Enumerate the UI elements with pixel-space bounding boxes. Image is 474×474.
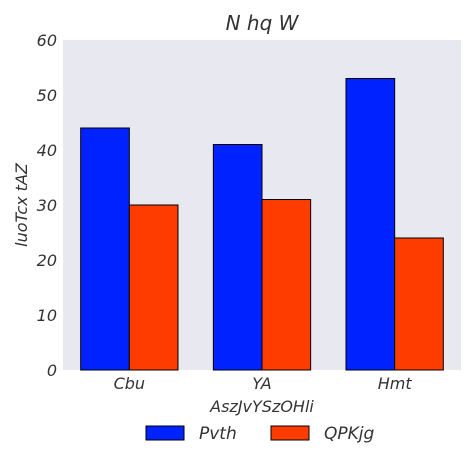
x-tick-label: Hmt (378, 374, 413, 393)
y-tick-label: 0 (47, 361, 57, 380)
x-tick-label: YA (252, 374, 271, 393)
y-tick-label: 10 (37, 306, 57, 325)
y-axis-label: luoTcx tAZ (12, 162, 31, 247)
bar-qpkjg-ya (261, 199, 312, 371)
y-axis-ticks: 0 10 20 30 40 50 60 (37, 31, 57, 380)
chart-title: N hq W (226, 11, 300, 35)
y-tick-label: 50 (37, 86, 57, 105)
legend-swatch-pvth (145, 425, 185, 441)
x-axis-label: AszJvYSzOHli (209, 397, 314, 416)
x-tick-label: Cbu (114, 374, 145, 393)
legend-label-qpkjg: QPKjg (324, 424, 375, 444)
y-tick-label: 20 (37, 251, 57, 270)
legend-swatch-qpkjg (270, 425, 310, 441)
bar-pvth-ya (212, 144, 263, 371)
y-tick-label: 60 (37, 31, 57, 50)
bar-pvth-cbu (80, 127, 130, 371)
legend: Pvth QPKjg (145, 424, 375, 444)
x-axis-ticks: Cbu YA Hmt (114, 374, 413, 393)
legend-label-pvth: Pvth (199, 424, 237, 444)
bar-qpkjg-hmt (394, 237, 444, 371)
bars (80, 78, 444, 371)
bar-pvth-hmt (345, 78, 396, 371)
y-tick-label: 40 (37, 141, 57, 160)
bar-qpkjg-cbu (128, 204, 179, 371)
y-tick-label: 30 (37, 196, 57, 215)
